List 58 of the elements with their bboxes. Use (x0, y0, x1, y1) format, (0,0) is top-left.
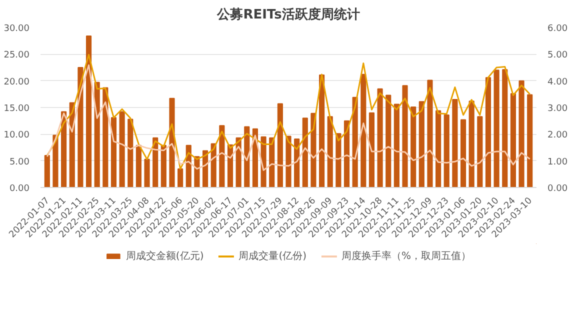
legend-label: 周成交金额(亿元) (126, 250, 204, 263)
bar (128, 118, 134, 188)
bar (485, 77, 492, 188)
bar (518, 80, 524, 188)
y2-tick-label: 0.00 (548, 184, 568, 194)
y-tick-label: 30.00 (4, 24, 30, 34)
bar (418, 101, 424, 188)
bar (402, 85, 408, 188)
chart-title: 公募REITs活跃度周统计 (216, 6, 360, 22)
bar (510, 93, 516, 188)
bar (144, 158, 150, 188)
bar (86, 36, 92, 188)
y2-tick-label: 1.00 (548, 157, 568, 168)
bar (94, 82, 100, 188)
bar (52, 134, 58, 188)
bar (302, 118, 308, 188)
y2-tick-label: 4.00 (548, 77, 568, 88)
bar (336, 133, 342, 188)
bar (286, 136, 292, 188)
bar (178, 168, 184, 188)
y-tick-label: 15.00 (4, 104, 30, 114)
y2-tick-label: 3.00 (548, 104, 568, 114)
bar (327, 116, 333, 188)
y2-tick-label: 6.00 (548, 24, 568, 34)
y2-tick-label: 5.00 (548, 50, 568, 61)
bar (436, 110, 442, 188)
legend-label: 周成交量(亿份) (238, 250, 307, 263)
bar (219, 125, 225, 188)
bar (386, 94, 392, 188)
bar (360, 74, 366, 188)
bar (460, 119, 466, 188)
bar (444, 114, 450, 188)
bar (527, 94, 533, 188)
bar (452, 99, 458, 188)
legend-label: 周度换手率（%，取周五值） (342, 250, 472, 263)
y2-tick-label: 2.00 (548, 130, 568, 141)
bar (136, 144, 142, 188)
bar (44, 155, 50, 188)
y-tick-label: 5.00 (9, 157, 30, 168)
y-tick-label: 10.00 (4, 130, 30, 141)
bar (368, 112, 375, 188)
y-tick-label: 25.00 (4, 50, 30, 61)
bar (468, 100, 474, 188)
bar (102, 87, 108, 188)
bar (502, 69, 508, 188)
bar (494, 70, 500, 188)
bar (160, 144, 166, 188)
bar (110, 117, 117, 188)
bar (377, 88, 383, 188)
bar (277, 103, 283, 188)
bar (410, 106, 416, 188)
bar (427, 80, 433, 188)
bar (394, 104, 400, 188)
y-tick-label: 0.00 (9, 184, 30, 194)
bar (344, 120, 350, 188)
bar (119, 111, 125, 188)
bar (477, 116, 483, 188)
y-tick-label: 20.00 (4, 77, 30, 88)
